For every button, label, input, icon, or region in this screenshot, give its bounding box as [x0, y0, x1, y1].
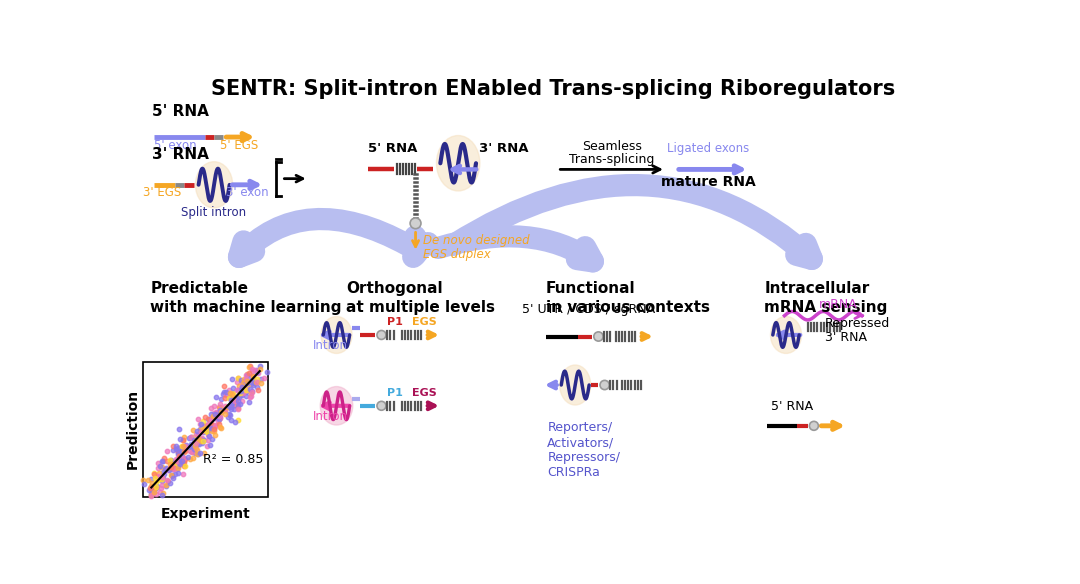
Ellipse shape	[321, 387, 353, 425]
Text: P1: P1	[387, 388, 403, 398]
Text: 3' RNA: 3' RNA	[825, 331, 867, 344]
Text: Predictable: Predictable	[150, 281, 248, 296]
Text: at multiple levels: at multiple levels	[346, 300, 495, 315]
Text: De novo designed: De novo designed	[423, 234, 530, 247]
Text: Ligated exons: Ligated exons	[667, 142, 750, 155]
Ellipse shape	[321, 317, 352, 353]
Text: P1: P1	[387, 317, 403, 327]
Text: Intracellular: Intracellular	[765, 281, 869, 296]
Text: Seamless: Seamless	[582, 140, 642, 153]
Text: 5' RNA: 5' RNA	[771, 401, 813, 413]
Text: 3' RNA: 3' RNA	[152, 147, 208, 162]
Ellipse shape	[195, 162, 232, 208]
Text: Trans-splicing: Trans-splicing	[569, 153, 654, 166]
Text: 5' RNA: 5' RNA	[367, 142, 417, 155]
Text: in various contexts: in various contexts	[545, 300, 710, 315]
Circle shape	[410, 218, 421, 229]
Text: 5' UTR / CDS / sgRNA: 5' UTR / CDS / sgRNA	[522, 304, 654, 317]
Circle shape	[377, 401, 386, 411]
Text: 5' EGS: 5' EGS	[220, 138, 259, 152]
Text: EGS: EGS	[413, 317, 437, 327]
Text: 5' exon: 5' exon	[154, 138, 197, 152]
Bar	[143, 362, 268, 496]
Ellipse shape	[770, 317, 801, 353]
Text: Functional: Functional	[545, 281, 635, 296]
Text: mRNA sensing: mRNA sensing	[765, 300, 888, 315]
Text: Experiment: Experiment	[161, 507, 251, 521]
Text: Repressed: Repressed	[825, 317, 890, 331]
Text: 3' exon: 3' exon	[226, 186, 269, 199]
Text: SENTR: Split-intron ENabled Trans-splicing Riboregulators: SENTR: Split-intron ENabled Trans-splici…	[212, 79, 895, 99]
Text: Intron: Intron	[313, 409, 348, 423]
Text: EGS duplex: EGS duplex	[423, 248, 491, 260]
Text: 3' RNA: 3' RNA	[480, 142, 528, 155]
Ellipse shape	[436, 135, 480, 191]
Ellipse shape	[559, 365, 591, 405]
Circle shape	[594, 332, 603, 341]
Text: Intron: Intron	[313, 339, 348, 352]
Text: 3' EGS: 3' EGS	[143, 186, 181, 199]
Text: Orthogonal: Orthogonal	[346, 281, 443, 296]
Text: mRNA: mRNA	[819, 298, 858, 311]
Text: with machine learning: with machine learning	[150, 300, 342, 315]
Circle shape	[809, 421, 819, 430]
Text: Prediction: Prediction	[125, 389, 139, 470]
Text: Split intron: Split intron	[181, 206, 246, 218]
Text: Reporters/
Activators/
Repressors/
CRISPRa: Reporters/ Activators/ Repressors/ CRISP…	[548, 421, 620, 479]
Circle shape	[600, 380, 609, 390]
Text: mature RNA: mature RNA	[661, 175, 756, 189]
Text: EGS: EGS	[413, 388, 437, 398]
Text: R² = 0.85: R² = 0.85	[203, 453, 264, 466]
Text: 5' RNA: 5' RNA	[152, 103, 208, 119]
Circle shape	[377, 331, 386, 339]
